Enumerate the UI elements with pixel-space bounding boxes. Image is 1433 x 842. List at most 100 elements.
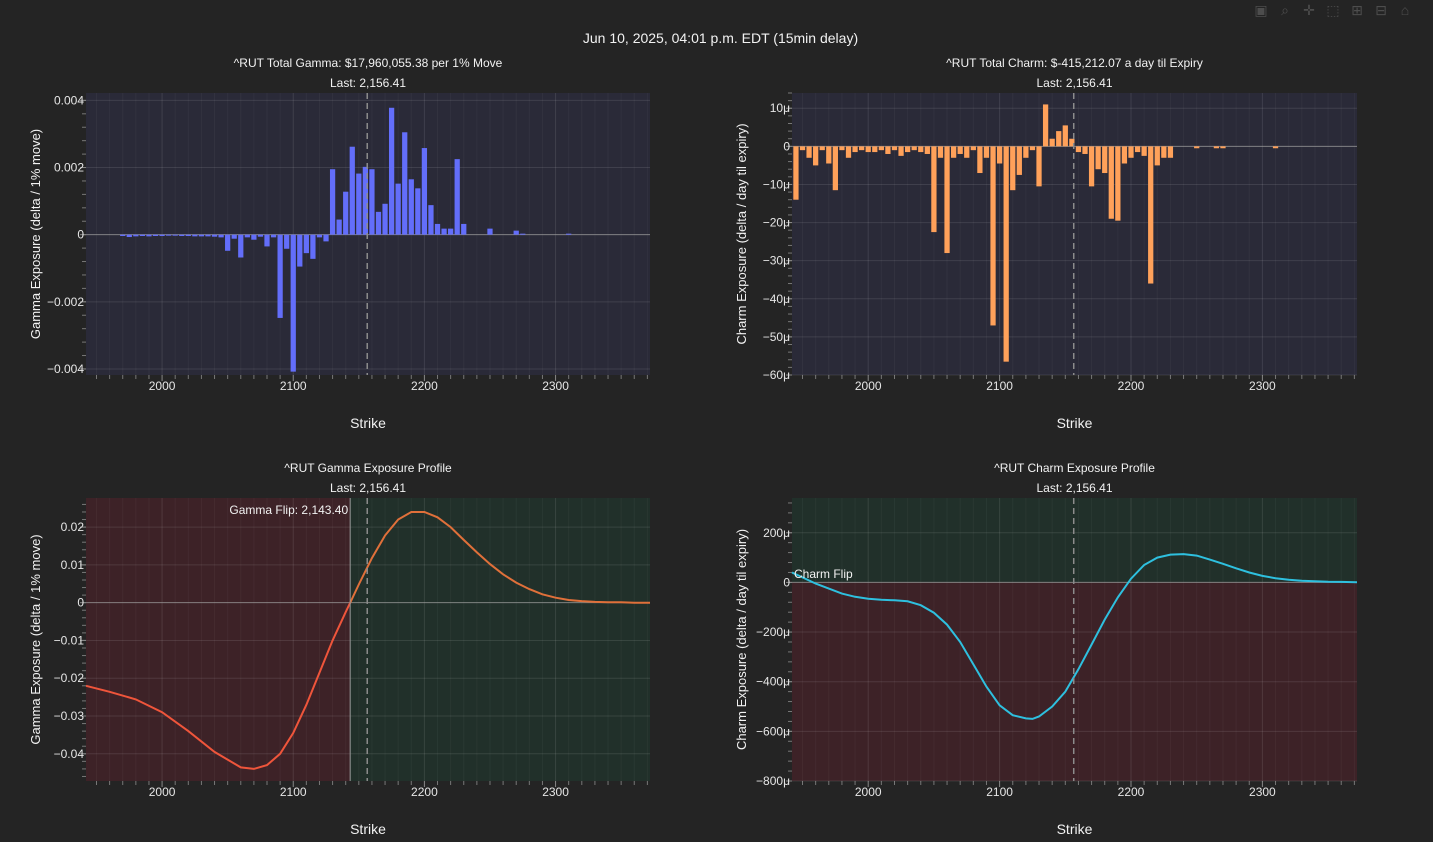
bar bbox=[146, 234, 152, 237]
bar bbox=[937, 146, 944, 158]
y-tick-label: −0.004 bbox=[47, 362, 84, 376]
bar bbox=[166, 234, 172, 236]
bar bbox=[251, 234, 257, 240]
y-tick-label: 0 bbox=[77, 228, 84, 242]
bar bbox=[1042, 104, 1049, 147]
bar bbox=[120, 234, 126, 237]
positive-region bbox=[350, 498, 650, 781]
x-axis-label: Strike bbox=[1057, 821, 1093, 837]
bar bbox=[819, 146, 825, 151]
bar bbox=[192, 234, 198, 237]
bar bbox=[964, 146, 970, 158]
bar bbox=[1102, 146, 1108, 174]
bar bbox=[461, 223, 467, 235]
y-tick-label: 0 bbox=[783, 575, 790, 589]
y-tick-label: 0.02 bbox=[61, 520, 85, 534]
bar bbox=[179, 234, 185, 237]
zoom-in-icon[interactable]: ⊞ bbox=[1351, 2, 1363, 18]
bar bbox=[1134, 146, 1141, 153]
bar bbox=[225, 234, 231, 251]
gamma-bars-chart: 2000 2100 2200 2300 −0.004 −0.002 0 0.002 0.004 ^… bbox=[28, 56, 650, 431]
y-tick-label: −60μ bbox=[763, 368, 790, 382]
bar bbox=[316, 234, 323, 238]
bar bbox=[402, 132, 408, 235]
bar bbox=[1161, 146, 1167, 158]
bar bbox=[303, 234, 309, 254]
x-tick-label: 2200 bbox=[1118, 785, 1145, 799]
bar bbox=[1003, 146, 1009, 362]
y-tick-label: 0.01 bbox=[61, 558, 85, 572]
bar bbox=[284, 234, 290, 249]
y-axis-label: Charm Exposure (delta / day til expiry) bbox=[734, 529, 749, 750]
bar bbox=[1148, 146, 1154, 284]
bar bbox=[1141, 146, 1147, 156]
y-tick-label: 200μ bbox=[763, 526, 790, 540]
bar bbox=[231, 234, 237, 239]
bar bbox=[270, 234, 277, 238]
charm-flip-label: Charm Flip bbox=[794, 567, 853, 581]
bar bbox=[950, 146, 957, 158]
x-axis-label: Strike bbox=[350, 415, 386, 431]
bar bbox=[878, 146, 884, 151]
bar bbox=[977, 146, 983, 174]
bar bbox=[1121, 146, 1128, 164]
bar bbox=[139, 234, 146, 237]
bar bbox=[211, 234, 218, 237]
bar bbox=[1062, 125, 1068, 147]
x-tick-label: 2100 bbox=[280, 785, 307, 799]
x-tick-label: 2000 bbox=[855, 785, 882, 799]
camera-icon[interactable]: ▣ bbox=[1254, 2, 1268, 18]
y-tick-label: −800μ bbox=[756, 774, 790, 788]
x-tick-label: 2200 bbox=[411, 785, 438, 799]
y-tick-label: −600μ bbox=[756, 724, 790, 738]
bar bbox=[793, 146, 799, 200]
bar bbox=[218, 234, 224, 238]
box-select-icon[interactable]: ⬚ bbox=[1326, 2, 1340, 18]
bar bbox=[513, 230, 519, 235]
bar bbox=[421, 148, 428, 235]
x-axis-label: Strike bbox=[350, 821, 386, 837]
x-tick-label: 2300 bbox=[542, 785, 569, 799]
zoom-icon[interactable]: ⌕ bbox=[1281, 2, 1289, 18]
bar bbox=[1082, 146, 1088, 154]
bar bbox=[454, 159, 460, 235]
bar bbox=[336, 219, 342, 235]
gamma-flip-label: Gamma Flip: 2,143.40 bbox=[229, 503, 348, 517]
bar bbox=[349, 146, 355, 235]
autoscale-icon[interactable]: ⌂ bbox=[1400, 2, 1410, 18]
y-tick-label: −400μ bbox=[756, 675, 790, 689]
chart-title: ^RUT Gamma Exposure Profile bbox=[284, 461, 452, 475]
bar bbox=[826, 146, 832, 164]
y-tick-label: −0.04 bbox=[54, 747, 85, 761]
bar bbox=[1036, 146, 1042, 187]
positive-region bbox=[792, 498, 1357, 583]
pan-icon[interactable]: ✛ bbox=[1303, 2, 1315, 18]
chart-subtitle: Last: 2,156.41 bbox=[1036, 76, 1112, 90]
zoom-out-icon[interactable]: ⊟ bbox=[1375, 2, 1387, 18]
bar bbox=[859, 146, 865, 151]
y-tick-label: −50μ bbox=[763, 330, 790, 344]
y-axis-label: Charm Exposure (delta / day til expiry) bbox=[734, 123, 749, 344]
page-title: Jun 10, 2025, 04:01 p.m. EDT (15min dela… bbox=[582, 30, 859, 46]
chart-subtitle: Last: 2,156.41 bbox=[330, 76, 406, 90]
bar bbox=[205, 234, 211, 237]
bar bbox=[356, 173, 362, 235]
y-tick-label: −0.002 bbox=[47, 295, 84, 309]
chart-subtitle: Last: 2,156.41 bbox=[330, 481, 406, 495]
bar bbox=[408, 179, 414, 235]
bar bbox=[1272, 146, 1279, 149]
bar bbox=[911, 146, 917, 151]
bar bbox=[813, 146, 819, 166]
bar bbox=[1095, 146, 1101, 170]
bar bbox=[1029, 146, 1036, 151]
bar bbox=[441, 228, 447, 235]
bar bbox=[1016, 146, 1022, 175]
bar bbox=[1154, 146, 1160, 166]
plot-area bbox=[792, 93, 1357, 375]
gamma-profile-chart: 2000 2100 2200 2300 −0.04 −0.03 −0.02 −0.01 0 0.0… bbox=[28, 461, 650, 837]
y-tick-label: −200μ bbox=[756, 625, 790, 639]
bar bbox=[918, 146, 924, 153]
bar bbox=[329, 169, 336, 235]
bar bbox=[885, 146, 891, 154]
charm-profile-chart: 2000 2100 2200 2300 −800μ −600μ −400μ −200μ 0 200… bbox=[734, 461, 1358, 837]
